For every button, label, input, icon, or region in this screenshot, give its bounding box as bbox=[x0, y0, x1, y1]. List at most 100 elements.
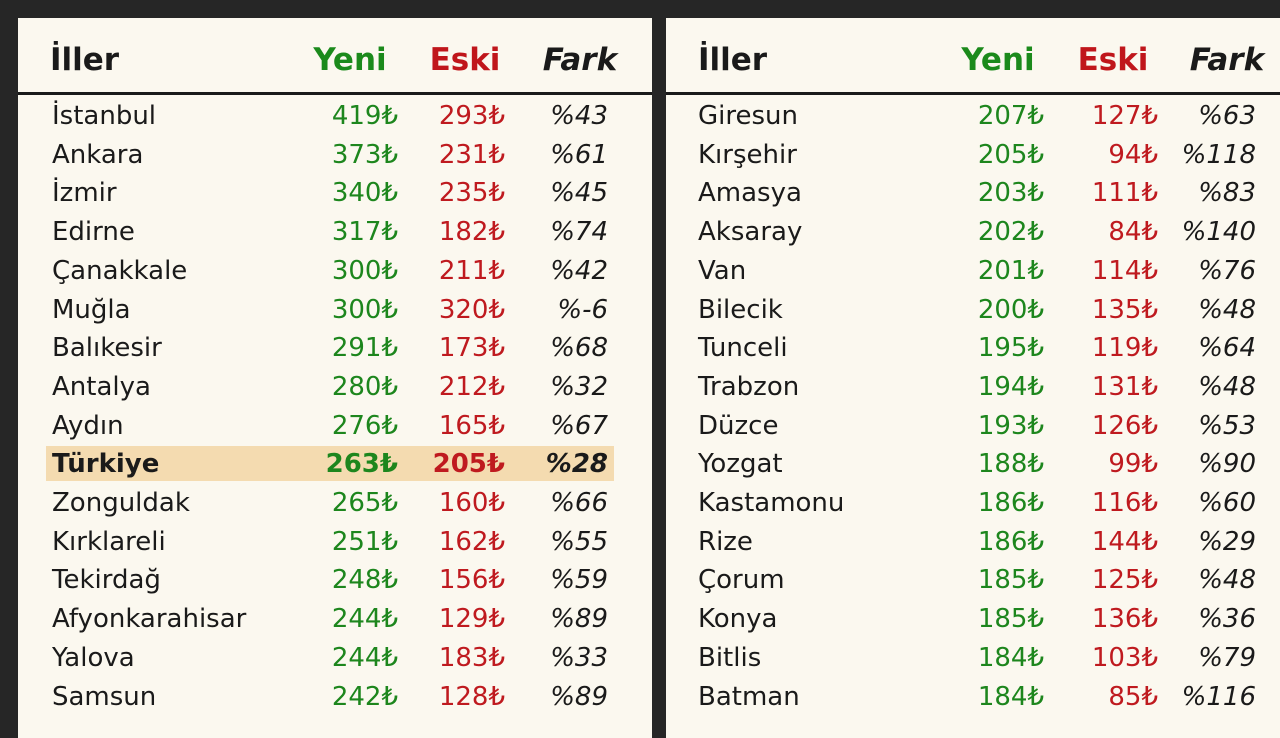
province-name: Türkiye bbox=[52, 449, 160, 480]
province-name: Trabzon bbox=[698, 371, 800, 402]
price-diff: %48 bbox=[1198, 294, 1256, 325]
price-diff: %48 bbox=[1198, 371, 1256, 402]
table-row: Aydın 276₺ 165₺ %67 bbox=[18, 407, 652, 446]
right-table-panel: İller Yeni Eski Fark Giresun 207₺ 127₺ %63 K… bbox=[666, 18, 1280, 738]
old-price: 144₺ bbox=[1091, 526, 1158, 557]
table-row: Çorum 185₺ 125₺ %48 bbox=[666, 561, 1280, 600]
new-price: 300₺ bbox=[331, 294, 398, 325]
table-row: Ankara 373₺ 231₺ %61 bbox=[18, 136, 652, 175]
province-name: Kırşehir bbox=[698, 139, 797, 170]
old-price: 128₺ bbox=[438, 681, 505, 712]
price-diff: %36 bbox=[1198, 604, 1256, 635]
table-row: Giresun 207₺ 127₺ %63 bbox=[666, 97, 1280, 136]
province-name: Çanakkale bbox=[52, 255, 188, 286]
price-diff: %32 bbox=[550, 371, 608, 402]
new-price: 194₺ bbox=[977, 371, 1044, 402]
new-price: 340₺ bbox=[331, 178, 398, 209]
table-row: Batman 184₺ 85₺ %116 bbox=[666, 678, 1280, 717]
old-price: 293₺ bbox=[438, 101, 505, 131]
new-price: 280₺ bbox=[331, 371, 398, 402]
price-diff: %33 bbox=[550, 642, 608, 673]
old-price: 99₺ bbox=[1108, 449, 1158, 480]
table-row: Çanakkale 300₺ 211₺ %42 bbox=[18, 252, 652, 291]
new-price: 200₺ bbox=[977, 294, 1044, 325]
province-name: Samsun bbox=[52, 681, 157, 712]
new-price: 184₺ bbox=[977, 681, 1044, 712]
table-header: İller Yeni Eski Fark bbox=[666, 18, 1280, 95]
old-price: 320₺ bbox=[438, 294, 505, 325]
province-name: Batman bbox=[698, 681, 800, 712]
price-diff: %61 bbox=[550, 139, 608, 170]
table-row-highlighted: Türkiye 263₺ 205₺ %28 bbox=[18, 445, 652, 484]
table-row: Yalova 244₺ 183₺ %33 bbox=[18, 639, 652, 678]
old-price: 114₺ bbox=[1091, 255, 1158, 286]
province-name: Çorum bbox=[698, 565, 785, 596]
old-price: 84₺ bbox=[1108, 217, 1158, 248]
table-row: Muğla 300₺ 320₺ %-6 bbox=[18, 291, 652, 330]
province-name: Kastamonu bbox=[698, 488, 845, 518]
old-price: 116₺ bbox=[1091, 488, 1158, 518]
new-price: 291₺ bbox=[331, 333, 398, 364]
new-price: 276₺ bbox=[331, 410, 398, 441]
new-price: 193₺ bbox=[977, 410, 1044, 441]
old-price: 94₺ bbox=[1108, 139, 1158, 170]
province-name: Ankara bbox=[52, 139, 144, 170]
new-price: 188₺ bbox=[977, 449, 1044, 480]
old-price: 111₺ bbox=[1091, 178, 1158, 209]
table-row: Kırşehir 205₺ 94₺ %118 bbox=[666, 136, 1280, 175]
old-price: 162₺ bbox=[438, 526, 505, 557]
new-price: 203₺ bbox=[977, 178, 1044, 209]
header-old: Eski bbox=[429, 42, 501, 78]
new-price: 242₺ bbox=[331, 681, 398, 712]
table-row: Bitlis 184₺ 103₺ %79 bbox=[666, 639, 1280, 678]
table-row: Tunceli 195₺ 119₺ %64 bbox=[666, 329, 1280, 368]
new-price: 186₺ bbox=[977, 488, 1044, 518]
new-price: 300₺ bbox=[331, 255, 398, 286]
header-provinces: İller bbox=[50, 42, 120, 78]
table-row: Edirne 317₺ 182₺ %74 bbox=[18, 213, 652, 252]
province-name: Bitlis bbox=[698, 642, 762, 673]
table-row: Rize 186₺ 144₺ %29 bbox=[666, 523, 1280, 562]
old-price: 136₺ bbox=[1091, 604, 1158, 635]
table-row: Aksaray 202₺ 84₺ %140 bbox=[666, 213, 1280, 252]
price-diff: %79 bbox=[1198, 642, 1256, 673]
price-diff: %89 bbox=[550, 604, 608, 635]
table-row: Düzce 193₺ 126₺ %53 bbox=[666, 407, 1280, 446]
new-price: 419₺ bbox=[331, 101, 398, 131]
table-row: Kırklareli 251₺ 162₺ %55 bbox=[18, 523, 652, 562]
price-diff: %67 bbox=[550, 410, 608, 441]
header-provinces: İller bbox=[698, 42, 768, 78]
price-diff: %74 bbox=[550, 217, 608, 248]
old-price: 131₺ bbox=[1091, 371, 1158, 402]
province-name: Edirne bbox=[52, 217, 135, 248]
price-diff: %29 bbox=[1198, 526, 1256, 557]
table-row: İstanbul 419₺ 293₺ %43 bbox=[18, 97, 652, 136]
price-diff: %83 bbox=[1198, 178, 1256, 209]
new-price: 265₺ bbox=[331, 488, 398, 518]
province-name: Tekirdağ bbox=[52, 565, 161, 596]
price-diff: %55 bbox=[550, 526, 608, 557]
new-price: 207₺ bbox=[977, 101, 1044, 131]
table-row: Antalya 280₺ 212₺ %32 bbox=[18, 368, 652, 407]
table-row: Zonguldak 265₺ 160₺ %66 bbox=[18, 484, 652, 523]
header-new: Yeni bbox=[961, 42, 1035, 78]
province-name: Aksaray bbox=[698, 217, 803, 248]
price-diff: %64 bbox=[1198, 333, 1256, 364]
left-table-panel: İller Yeni Eski Fark İstanbul 419₺ 293₺ %43… bbox=[18, 18, 652, 738]
old-price: 165₺ bbox=[438, 410, 505, 441]
province-name: Van bbox=[698, 255, 747, 286]
province-name: Bilecik bbox=[698, 294, 783, 325]
table-row: Amasya 203₺ 111₺ %83 bbox=[666, 174, 1280, 213]
old-price: 173₺ bbox=[438, 333, 505, 364]
province-name: Yozgat bbox=[698, 449, 783, 480]
table-row: Tekirdağ 248₺ 156₺ %59 bbox=[18, 561, 652, 600]
row-highlight bbox=[46, 446, 614, 482]
header-diff: Fark bbox=[1189, 42, 1265, 78]
province-name: Kırklareli bbox=[52, 526, 166, 557]
new-price: 244₺ bbox=[331, 642, 398, 673]
old-price: 160₺ bbox=[438, 488, 505, 518]
price-diff: %-6 bbox=[557, 294, 608, 325]
table-row: Balıkesir 291₺ 173₺ %68 bbox=[18, 329, 652, 368]
old-price: 235₺ bbox=[438, 178, 505, 209]
province-name: Zonguldak bbox=[52, 488, 190, 518]
